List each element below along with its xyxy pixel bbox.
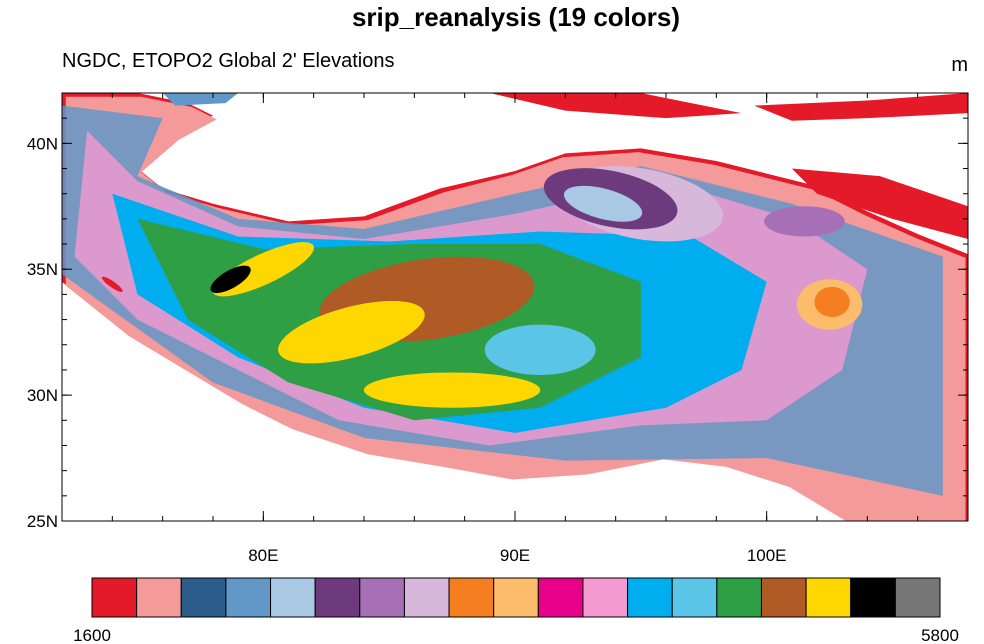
axes: 80E 90E 100E 25N 30N 35N 40N [27,92,969,565]
terrain-patch [563,185,643,222]
lat-tick-label: 25N [27,512,58,531]
colorbar-box [716,577,762,618]
colorbar-box [136,577,182,618]
colorbar-box [448,577,495,618]
lon-tick-label: 100E [747,546,787,565]
terrain-patch [791,168,968,240]
colorbar-box [270,577,316,618]
colorbar-box [359,577,405,618]
colorbar: 1600 5800 [73,577,959,644]
colorbar-box [225,577,272,618]
colorbar-box [627,577,673,618]
lon-tick-label: 90E [500,546,530,565]
colorbar-box [180,577,227,618]
terrain-patch [754,93,968,121]
terrain-patch [210,265,251,293]
colorbar-box [671,577,718,618]
lon-tick-label: 80E [248,546,278,565]
terrain-patch [363,372,541,408]
colorbar-box [805,577,852,618]
colorbar-box [91,577,138,618]
terrain-patch [764,206,845,237]
subtitle: NGDC, ETOPO2 Global 2' Elevations [62,50,394,72]
units: m [951,54,968,76]
colorbar-box [894,577,941,618]
terrain-patch [278,300,425,364]
terrain [62,93,968,521]
terrain-patch [489,93,742,119]
terrain-patch [484,324,596,375]
colorbar-box [493,577,539,618]
colorbar-min-label: 1600 [73,626,111,644]
colorbar-box [403,577,450,618]
colorbar-box [582,577,629,618]
lat-tick-label: 30N [27,386,58,405]
colorbar-box [537,577,584,618]
terrain-patch [814,286,850,318]
terrain-patch [101,276,123,292]
colorbar-box [850,577,896,618]
lat-tick-label: 40N [27,134,58,153]
lat-tick-label: 35N [27,260,58,279]
title: srip_reanalysis (19 colors) [352,2,680,32]
terrain-patch [162,93,239,106]
colorbar-box [760,577,807,618]
colorbar-box [314,577,361,618]
colorbar-max-label: 5800 [921,626,959,644]
